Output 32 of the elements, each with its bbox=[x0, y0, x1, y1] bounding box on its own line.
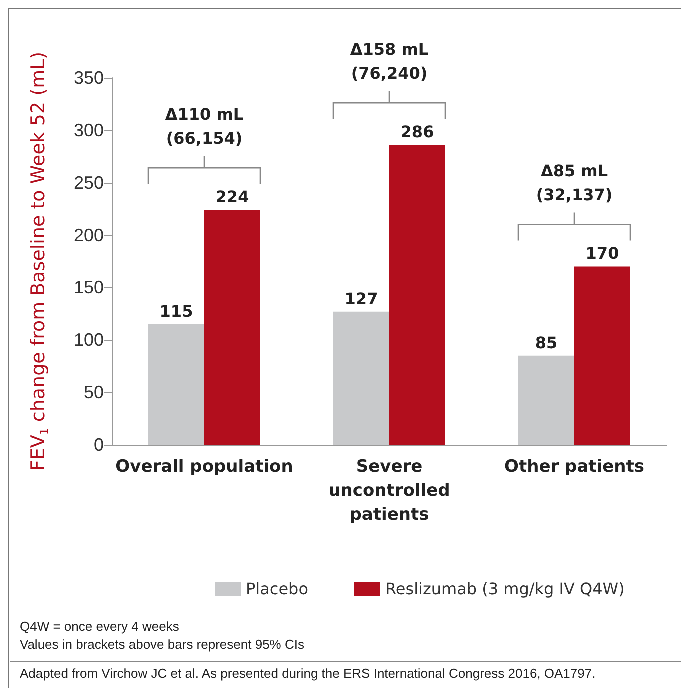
legend-label: Placebo bbox=[246, 580, 308, 598]
bar bbox=[148, 324, 204, 445]
y-tick-label: 250 bbox=[74, 172, 104, 193]
y-tick-label: 100 bbox=[74, 330, 104, 350]
x-tick-label: Overall population bbox=[116, 457, 294, 477]
x-tick-label: Other patients bbox=[504, 457, 644, 477]
data-label: 170 bbox=[586, 244, 620, 264]
bar bbox=[518, 356, 574, 445]
bar bbox=[334, 312, 390, 445]
y-tick-label: 50 bbox=[84, 382, 104, 403]
y-tick-label: 300 bbox=[74, 120, 104, 140]
annotation: Δ85 mL (32,137) bbox=[536, 162, 613, 205]
y-tick-label: 350 bbox=[74, 68, 104, 88]
y-tick-label: 150 bbox=[74, 278, 104, 298]
y-tick-label: 200 bbox=[74, 225, 104, 246]
bar bbox=[390, 145, 446, 445]
data-label: 115 bbox=[160, 302, 194, 321]
annotation: Δ158 mL (76,240) bbox=[350, 40, 429, 84]
bar bbox=[574, 266, 630, 445]
annotation: Δ110 mL (66,154) bbox=[165, 105, 244, 148]
data-label: 286 bbox=[400, 122, 434, 142]
text: Values in brackets above bars represent 95% CIs bbox=[20, 637, 305, 652]
text: Q4W = once every 4 weeks bbox=[20, 619, 180, 634]
text: Adapted from Virchow JC et al. As presented during the ERS International Congress 2016, OA1797. bbox=[20, 666, 596, 681]
data-label: 127 bbox=[344, 289, 378, 308]
x-tick-label: Severe uncontrolled patients bbox=[328, 457, 450, 525]
data-label: 85 bbox=[535, 333, 558, 352]
bar bbox=[204, 210, 260, 445]
data-label: 224 bbox=[216, 188, 250, 207]
y-tick-label: 0 bbox=[94, 435, 104, 455]
legend-label: Reslizumab (3 mg/kg IV Q4W) bbox=[385, 580, 625, 598]
y-axis-title: FEV1 change from Baseline to Week 52 (mL) bbox=[28, 52, 51, 472]
